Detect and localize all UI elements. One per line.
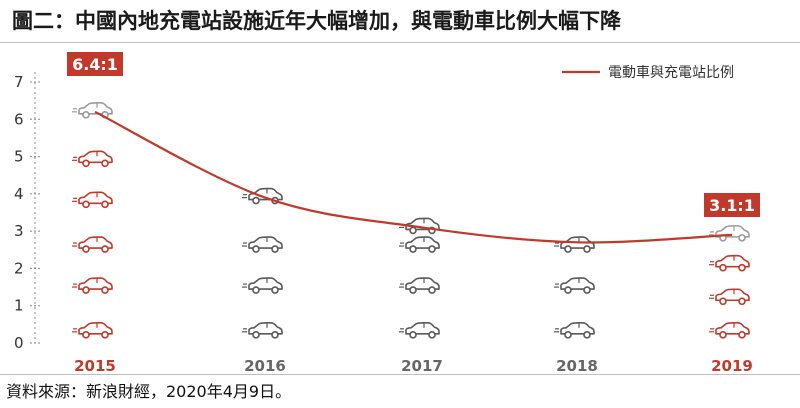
car-icon [399, 217, 440, 235]
callout-label: 3.1:1 [709, 196, 755, 215]
car-icon [72, 322, 113, 339]
ratio-callout: 3.1:1 [704, 193, 760, 217]
source-note: 資料來源：新浪財經，2020年4月9日。 [6, 382, 292, 401]
y-tick-label: 5 [14, 148, 24, 166]
car-icon [399, 236, 440, 253]
x-tick-label: 2019 [711, 357, 753, 374]
car-icon [72, 236, 113, 253]
x-tick-label: 2015 [74, 357, 116, 374]
callout-label: 6.4:1 [72, 55, 118, 74]
y-tick-label: 4 [14, 185, 24, 203]
car-icon [709, 322, 750, 339]
y-tick-label: 6 [14, 110, 24, 128]
top-divider [0, 42, 800, 43]
legend: 電動車與充電站比例 [562, 64, 734, 81]
y-axis: 0 1 2 3 4 5 6 7 [14, 72, 40, 352]
car-icon [554, 322, 595, 339]
car-icon [242, 322, 283, 339]
chart-area: 0 1 2 3 4 5 6 7 2015 2016 2017 2018 2019 6.4:1 3.1:1… [0, 44, 800, 375]
x-axis: 2015 2016 2017 2018 2019 [74, 357, 753, 375]
car-icon [709, 288, 750, 306]
chart-title: 圖二：中國內地充電站設施近年大幅增加，與電動車比例大幅下降 [12, 9, 621, 33]
bottom-divider [0, 374, 800, 375]
y-tick-label: 0 [14, 334, 24, 352]
car-icon [554, 277, 595, 294]
car-icon [399, 277, 440, 294]
car-icon [72, 150, 113, 168]
car-icon [399, 322, 440, 339]
car-icon [72, 277, 113, 294]
car-icon [242, 236, 283, 253]
x-tick-label: 2017 [401, 357, 443, 374]
car-icon [709, 225, 750, 242]
y-tick-label: 2 [14, 259, 24, 277]
car-icons [72, 102, 750, 339]
x-tick-label: 2016 [244, 357, 286, 374]
car-icon [709, 254, 750, 272]
ratio-callout: 6.4:1 [67, 52, 123, 76]
car-icon [242, 277, 283, 294]
legend-label: 電動車與充電站比例 [608, 64, 734, 81]
series-line [94, 110, 733, 244]
x-tick-label: 2018 [556, 357, 598, 374]
car-icon [72, 102, 113, 119]
callouts: 6.4:1 3.1:1 [67, 52, 760, 217]
y-tick-label: 7 [14, 73, 24, 91]
car-icon [554, 236, 595, 253]
line-chart: 0 1 2 3 4 5 6 7 2015 2016 2017 2018 2019 6.4:1 3.1:1… [14, 52, 760, 375]
y-tick-label: 1 [14, 297, 24, 315]
car-icon [72, 191, 113, 209]
y-tick-label: 3 [14, 222, 24, 240]
